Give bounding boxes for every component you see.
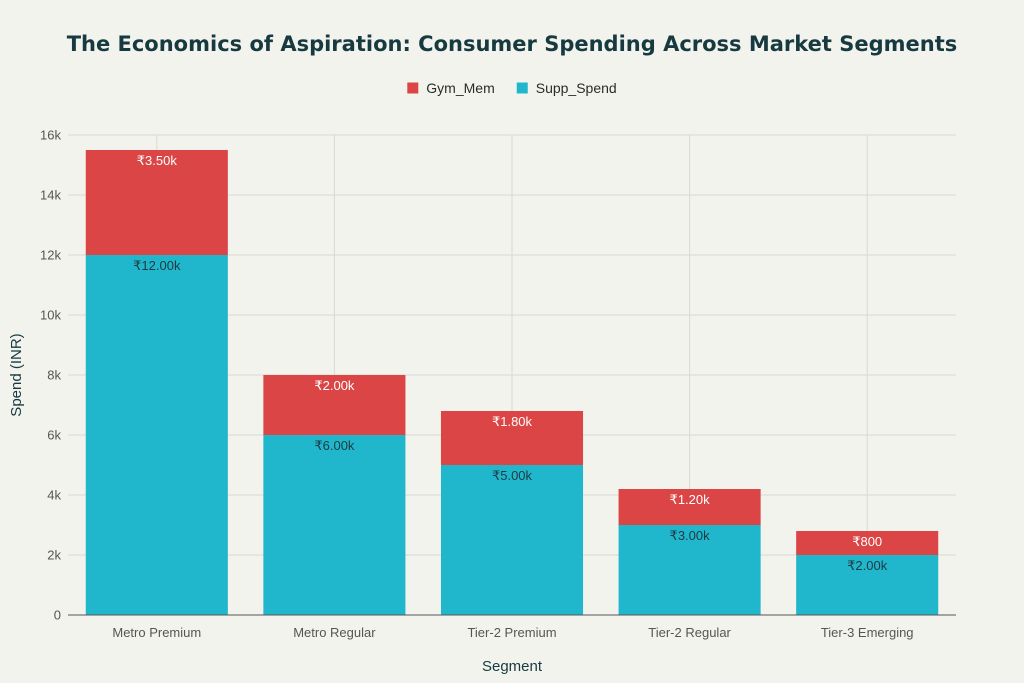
bar-supp-spend: [440, 465, 584, 615]
x-tick-label: Tier-2 Premium: [467, 625, 556, 640]
data-labels: ₹12.00k ₹3.50k ₹6.00k ₹2.00k ₹5.00k ₹1.80k ₹3.…: [133, 153, 888, 573]
bars: [85, 150, 939, 615]
y-axis-title: Spend (INR): [8, 333, 25, 416]
bar-gym-mem: [618, 489, 761, 525]
legend-label: Gym_Mem: [426, 80, 494, 96]
legend: Gym_Mem Supp_Spend: [407, 80, 617, 96]
y-tick-label: 2k: [47, 548, 61, 563]
y-tick-label: 8k: [47, 368, 61, 383]
legend-swatch: [516, 82, 528, 94]
data-label: ₹12.00k: [133, 258, 181, 273]
y-tick-label: 10k: [40, 308, 61, 323]
data-label: ₹3.00k: [670, 528, 711, 543]
data-label: ₹3.50k: [137, 153, 178, 168]
data-label: ₹2.00k: [314, 378, 355, 393]
x-tick-label: Metro Premium: [112, 625, 201, 640]
bar-gym-mem: [440, 411, 584, 465]
y-axis: 0 2k 4k 6k 8k 10k 12k 14k 16k: [40, 128, 61, 623]
x-tick-label: Metro Regular: [293, 625, 376, 640]
y-tick-label: 0: [54, 608, 61, 623]
data-label: ₹2.00k: [847, 558, 888, 573]
bar-supp-spend: [618, 525, 761, 615]
y-tick-label: 16k: [40, 128, 61, 143]
legend-swatch: [407, 82, 419, 94]
x-axis-title: Segment: [482, 658, 543, 675]
x-tick-label: Tier-2 Regular: [648, 625, 731, 640]
data-label: ₹1.80k: [492, 414, 533, 429]
legend-label: Supp_Spend: [536, 80, 617, 96]
bar-gym-mem: [263, 375, 406, 435]
x-tick-label: Tier-3 Emerging: [821, 625, 914, 640]
y-tick-label: 6k: [47, 428, 61, 443]
y-tick-label: 4k: [47, 488, 61, 503]
data-label: ₹1.20k: [670, 492, 711, 507]
bar-supp-spend: [85, 255, 228, 615]
data-label: ₹5.00k: [492, 468, 533, 483]
bar-gym-mem: [85, 150, 228, 255]
bar-gym-mem: [796, 531, 939, 555]
bar-supp-spend: [796, 555, 939, 615]
y-tick-label: 14k: [40, 188, 61, 203]
data-label: ₹6.00k: [314, 438, 355, 453]
chart-title: The Economics of Aspiration: Consumer Sp…: [67, 32, 958, 56]
x-axis: Metro Premium Metro Regular Tier-2 Premium…: [68, 614, 956, 640]
bar-supp-spend: [263, 435, 406, 615]
y-tick-label: 12k: [40, 248, 61, 263]
data-label: ₹800: [852, 534, 882, 549]
